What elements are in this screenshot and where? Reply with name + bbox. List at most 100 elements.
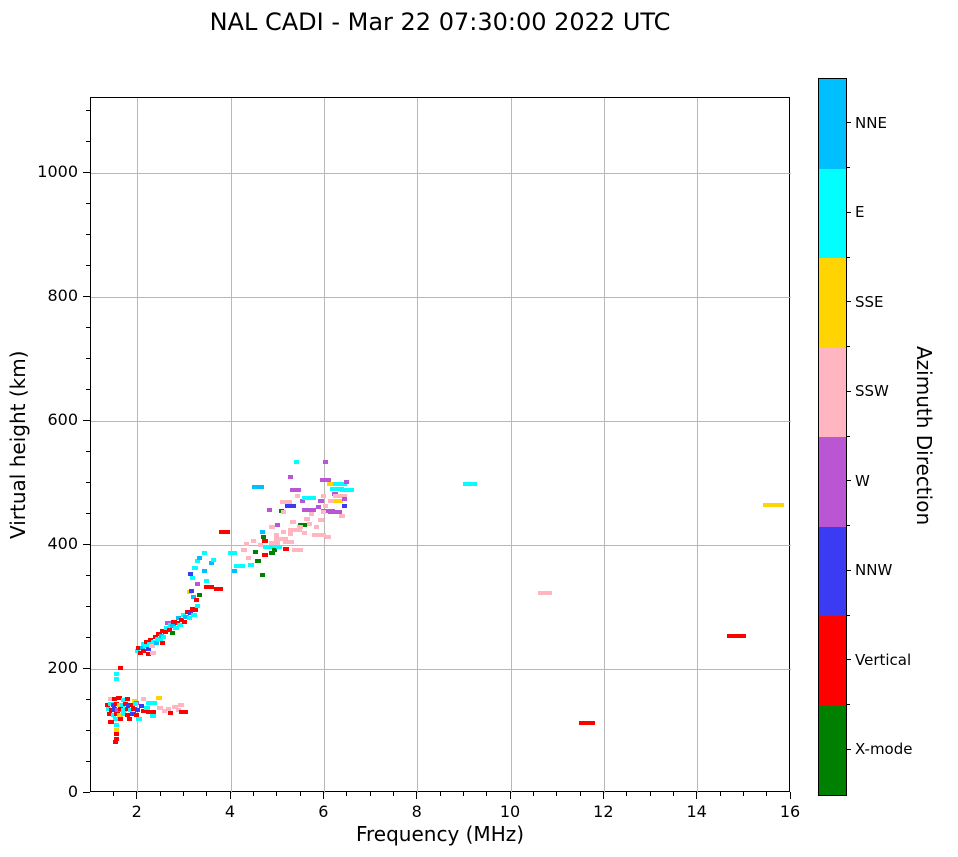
colorbar-segment-SSE: [819, 258, 846, 348]
data-point-Vertical: [111, 697, 117, 701]
data-point-Vertical: [129, 702, 135, 707]
data-point-Vertical: [144, 639, 150, 644]
data-point-Vertical: [159, 641, 165, 646]
data-point-SSW: [280, 509, 287, 514]
colorbar-label-E: E: [855, 203, 865, 222]
data-point-E: [145, 700, 158, 705]
data-point-SSW: [178, 703, 184, 708]
data-point-Vertical: [141, 709, 147, 714]
data-point-E: [105, 706, 112, 711]
y-major-tick: [83, 543, 90, 545]
data-point-Vertical: [133, 712, 140, 717]
y-minor-tick: [86, 202, 90, 204]
data-point-Vertical: [147, 638, 154, 643]
data-point-E: [192, 565, 198, 570]
data-point-W: [287, 475, 294, 480]
data-point-E: [293, 460, 299, 465]
colorbar-tick: [847, 301, 851, 303]
x-major-tick: [602, 792, 604, 799]
data-point-W: [315, 504, 322, 509]
data-point-SSW: [308, 512, 315, 517]
data-point-Vertical: [117, 666, 123, 670]
x-minor-tick: [392, 792, 394, 796]
data-point-SSW: [320, 510, 326, 515]
data-point-SSW: [294, 493, 301, 498]
data-point-SSE: [131, 698, 137, 703]
data-point-E: [136, 716, 142, 721]
x-minor-tick: [369, 792, 371, 796]
y-minor-tick: [86, 357, 90, 359]
colorbar-segment-NNW: [819, 526, 846, 616]
x-minor-tick: [649, 792, 651, 796]
data-point-SSW: [157, 706, 163, 711]
data-point-SSW: [165, 706, 172, 711]
data-point-W: [299, 498, 305, 503]
data-point-E: [262, 545, 277, 550]
data-point-NNE: [153, 641, 159, 646]
data-point-Vertical: [113, 736, 120, 741]
x-minor-tick: [462, 792, 464, 796]
y-tick-label: 800: [47, 286, 78, 305]
data-point-SSW: [327, 498, 333, 503]
y-minor-tick: [86, 233, 90, 235]
x-minor-tick: [252, 792, 254, 796]
data-point-SSW: [538, 590, 552, 595]
y-minor-tick: [86, 140, 90, 142]
colorbar-label-SSE: SSE: [855, 292, 884, 311]
data-point-SSW: [140, 697, 147, 701]
data-point-E: [113, 672, 120, 677]
data-point-E: [120, 711, 127, 716]
data-point-Vertical: [167, 710, 173, 715]
data-point-Vertical: [113, 701, 120, 706]
x-minor-tick: [182, 792, 184, 796]
x-minor-tick: [766, 792, 768, 796]
data-point-Vertical: [124, 697, 130, 701]
x-gridline: [417, 98, 419, 793]
data-point-SSW: [288, 528, 303, 533]
data-point-E: [276, 545, 282, 550]
colorbar-boundary-tick: [847, 704, 850, 705]
data-point-Vertical: [182, 619, 188, 624]
data-point-Vertical: [136, 645, 142, 650]
y-major-tick: [83, 667, 90, 669]
data-point-Vertical: [124, 706, 130, 711]
x-major-tick: [416, 792, 418, 799]
data-point-E: [132, 701, 138, 706]
data-point-SSW: [273, 532, 280, 537]
data-point-E: [161, 635, 167, 639]
x-minor-tick: [206, 792, 208, 796]
data-point-E: [144, 706, 150, 711]
data-point-SSW: [280, 499, 292, 504]
colorbar-label-Vertical: Vertical: [855, 650, 912, 669]
data-point-E: [191, 613, 197, 618]
data-point-X-mode: [255, 559, 261, 564]
data-point-E: [121, 707, 127, 712]
data-point-Vertical: [204, 585, 214, 590]
x-tick-label: 8: [411, 802, 422, 821]
colorbar-boundary-tick: [847, 167, 850, 168]
data-point-NNW: [188, 611, 194, 616]
data-point-SSE: [763, 502, 785, 507]
data-point-NNE: [208, 560, 214, 565]
x-gridline: [510, 98, 512, 793]
y-major-tick: [83, 791, 90, 793]
data-point-SSW: [108, 697, 114, 701]
plot-area: [90, 97, 791, 793]
data-point-Vertical: [150, 710, 156, 715]
y-tick-label: 600: [47, 410, 78, 429]
data-point-NNE: [175, 616, 182, 621]
x-gridline: [697, 98, 699, 793]
data-point-E: [177, 622, 183, 627]
data-point-E: [143, 644, 149, 649]
data-point-E: [180, 613, 186, 618]
data-point-Vertical: [189, 607, 196, 612]
colorbar-tick: [847, 748, 851, 750]
data-point-NNW: [138, 704, 144, 709]
y-gridline: [91, 296, 791, 298]
colorbar-segment-Vertical: [819, 616, 846, 706]
data-point-X-mode: [169, 631, 176, 636]
x-gridline: [603, 98, 605, 793]
data-point-W: [194, 582, 200, 587]
x-tick-label: 16: [779, 802, 801, 821]
data-point-E: [110, 712, 116, 717]
